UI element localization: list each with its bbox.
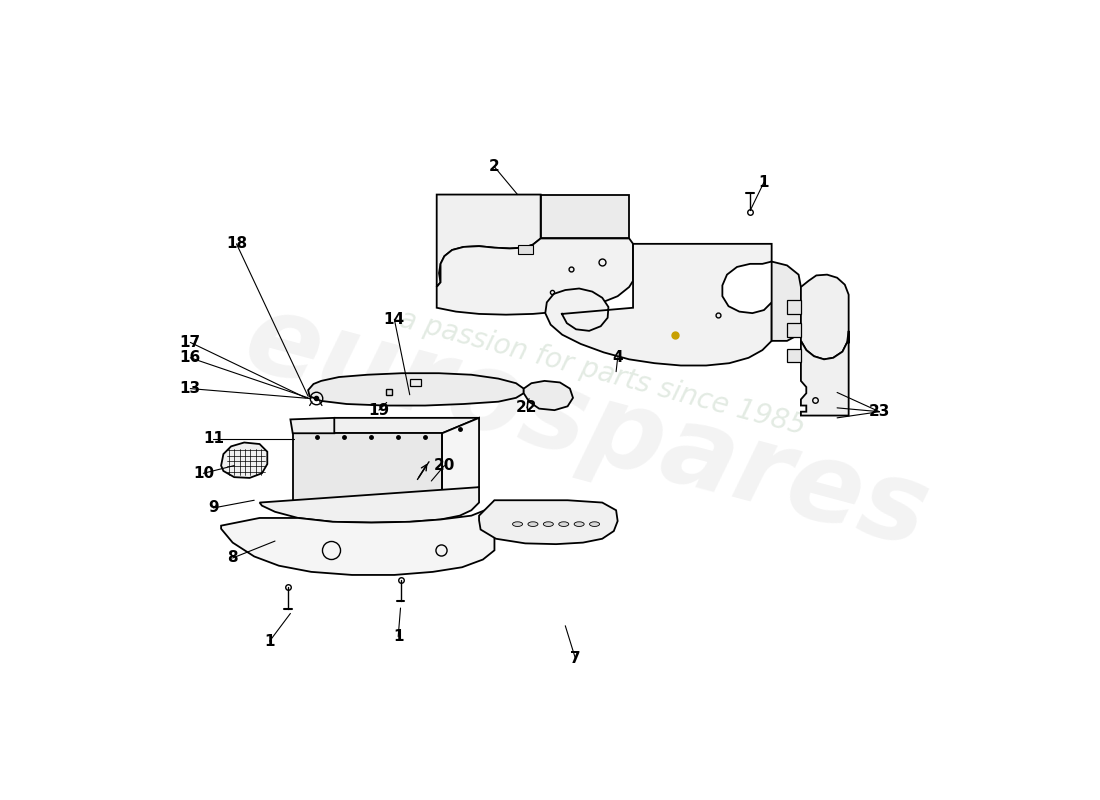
Text: eurospares: eurospares	[233, 285, 940, 570]
Polygon shape	[517, 245, 534, 254]
Ellipse shape	[574, 522, 584, 526]
Polygon shape	[801, 274, 849, 359]
Text: 22: 22	[516, 400, 538, 415]
Text: 23: 23	[869, 404, 890, 419]
Text: 1: 1	[759, 174, 769, 190]
Polygon shape	[788, 349, 801, 362]
Text: 20: 20	[433, 458, 455, 473]
Polygon shape	[801, 331, 849, 415]
Polygon shape	[788, 323, 801, 337]
Polygon shape	[221, 442, 267, 478]
Polygon shape	[546, 244, 772, 366]
Bar	[409, 378, 420, 386]
Polygon shape	[541, 194, 629, 238]
Polygon shape	[788, 300, 801, 314]
Text: 17: 17	[179, 335, 201, 350]
Text: 9: 9	[208, 501, 219, 515]
Polygon shape	[293, 434, 442, 502]
Text: 1: 1	[393, 629, 404, 644]
Polygon shape	[308, 373, 524, 406]
Polygon shape	[442, 418, 480, 502]
Text: 13: 13	[179, 381, 201, 396]
Text: 7: 7	[570, 650, 581, 666]
Text: 2: 2	[490, 159, 499, 174]
Polygon shape	[437, 194, 541, 287]
Polygon shape	[221, 500, 495, 575]
Text: 4: 4	[613, 350, 623, 366]
Text: 19: 19	[368, 402, 389, 418]
Text: 10: 10	[192, 466, 215, 481]
Text: 11: 11	[202, 431, 224, 446]
Ellipse shape	[528, 522, 538, 526]
Polygon shape	[524, 381, 573, 410]
Polygon shape	[437, 238, 634, 314]
Polygon shape	[480, 500, 618, 544]
Text: a passion for parts since 1985: a passion for parts since 1985	[396, 306, 808, 441]
Polygon shape	[260, 487, 480, 522]
Polygon shape	[293, 418, 480, 434]
Polygon shape	[772, 262, 801, 341]
Text: 14: 14	[384, 312, 405, 326]
Ellipse shape	[590, 522, 600, 526]
Text: 16: 16	[179, 350, 201, 366]
Polygon shape	[290, 418, 334, 434]
Ellipse shape	[543, 522, 553, 526]
Text: 8: 8	[228, 550, 238, 566]
Text: 18: 18	[226, 236, 248, 251]
Text: 1: 1	[264, 634, 275, 649]
Ellipse shape	[513, 522, 522, 526]
Ellipse shape	[559, 522, 569, 526]
